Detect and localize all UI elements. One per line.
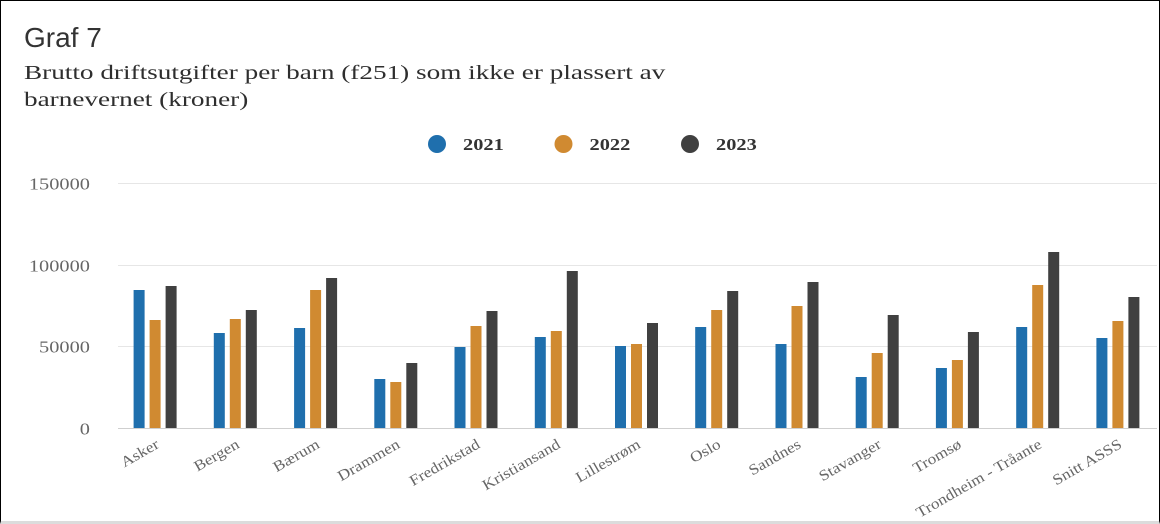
series-2023 <box>165 252 1140 428</box>
bar-2022-sandnes <box>791 306 803 428</box>
bar-2021-drammen <box>374 379 386 428</box>
y-tick-label: 50000 <box>39 338 90 357</box>
legend-label-2023: 2023 <box>716 136 757 155</box>
bar-2021-sandnes <box>775 344 787 428</box>
x-tick-label-drammen: Drammen <box>335 437 403 485</box>
y-axis: 0 50000 100000 150000 <box>29 175 90 439</box>
bar-2023-kristiansand <box>566 271 578 428</box>
bar-2021-asker <box>133 290 145 428</box>
y-tick-label: 0 <box>80 420 90 439</box>
figure-heading: Graf 7 <box>24 22 102 53</box>
bar-2023-bergen <box>245 310 257 428</box>
legend-symbol-2021 <box>428 135 446 153</box>
chart-title: Brutto driftsutgifter per barn (f251) so… <box>24 62 666 111</box>
bar-2022-asker <box>149 320 161 428</box>
bar-2023-oslo <box>727 291 739 428</box>
series-2021 <box>133 290 1108 428</box>
legend-item-2021[interactable]: 2021 <box>428 135 504 155</box>
x-tick-label-sandnes: Sandnes <box>746 437 804 479</box>
bar-2022-trondheim-traante <box>1032 285 1044 428</box>
bar-2023-trondheim-traante <box>1048 252 1060 428</box>
x-tick-label-stavanger: Stavanger <box>816 436 884 484</box>
bar-2022-lillestrom <box>631 344 642 428</box>
x-tick-label-kristiansand: Kristiansand <box>480 437 563 494</box>
bar-2021-baerum <box>294 328 306 428</box>
bar-2023-drammen <box>406 363 418 428</box>
bar-2022-oslo <box>711 310 723 428</box>
y-tick-label: 150000 <box>29 175 90 194</box>
bars <box>133 252 1140 428</box>
y-tick-label: 100000 <box>29 257 90 276</box>
bar-2021-tromso <box>935 368 947 428</box>
x-axis: Asker Bergen Bærum Drammen FredrikstadKristi… <box>118 428 1157 521</box>
bar-2022-fredrikstad <box>470 326 482 428</box>
bar-2022-stavanger <box>871 353 883 428</box>
bar-2021-bergen <box>213 333 225 428</box>
bar-2023-baerum <box>326 278 338 428</box>
legend-label-2021: 2021 <box>463 136 504 155</box>
legend-label-2022: 2022 <box>590 136 631 155</box>
bar-2021-trondheim-traante <box>1016 327 1028 428</box>
bar-2021-kristiansand <box>534 337 546 428</box>
bar-2022-bergen <box>229 319 241 428</box>
bar-2021-snitt-asss <box>1096 338 1108 428</box>
bar-2023-snitt-asss <box>1128 297 1140 428</box>
bar-2022-tromso <box>951 360 963 428</box>
series-2022 <box>149 285 1124 428</box>
legend-item-2022[interactable]: 2022 <box>554 135 631 155</box>
x-tick-label-lillestrom: Lillestrøm <box>573 436 643 486</box>
bar-2023-stavanger <box>887 315 899 428</box>
x-tick-label-asker: Asker <box>118 436 162 471</box>
bar-2023-tromso <box>967 332 979 428</box>
x-tick-label-oslo: Oslo <box>687 437 723 467</box>
bar-2023-asker <box>165 286 177 428</box>
bar-2022-drammen <box>390 382 402 428</box>
bar-2021-oslo <box>695 327 707 428</box>
bar-2023-fredrikstad <box>486 311 498 428</box>
legend-symbol-2022 <box>554 135 573 153</box>
x-tick-label-fredrikstad: Fredrikstad <box>407 437 483 490</box>
legend-item-2023[interactable]: 2023 <box>681 135 757 155</box>
legend: 2021 2022 2023 <box>428 135 757 155</box>
bar-2021-stavanger <box>855 377 867 428</box>
legend-symbol-2023 <box>681 135 699 153</box>
bar-2022-snitt-asss <box>1112 321 1124 428</box>
x-tick-label-tromso: Tromsø <box>910 437 964 477</box>
x-tick-label-baerum: Bærum <box>271 436 323 475</box>
bar-2022-kristiansand <box>550 331 562 428</box>
bar-2023-sandnes <box>807 282 819 428</box>
bar-2021-fredrikstad <box>454 347 466 428</box>
x-tick-label-snitt-asss: Snitt ASSS <box>1050 437 1125 489</box>
bar-2021-lillestrom <box>615 346 626 428</box>
gridlines <box>118 183 1157 347</box>
bar-2022-baerum <box>310 290 322 428</box>
bar-2023-lillestrom <box>647 323 658 428</box>
x-tick-label-bergen: Bergen <box>191 437 242 475</box>
